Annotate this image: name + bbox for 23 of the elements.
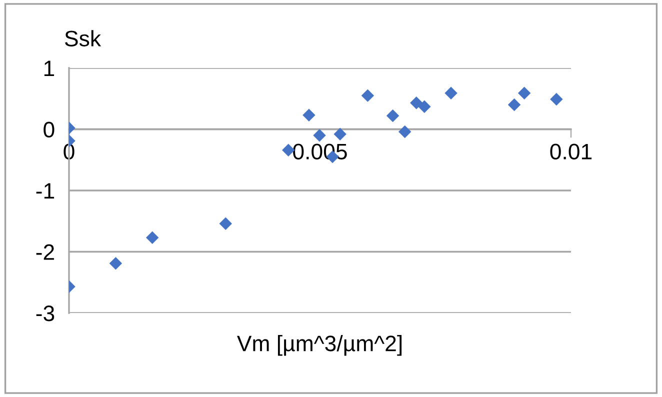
point [444,86,458,100]
y-tick-label: 1 [44,60,54,76]
point [361,89,374,102]
y-tick-label: 0 [44,122,54,138]
point [508,98,521,112]
point [313,129,326,142]
y-tick-label: -3 [36,306,54,322]
y-axis-title: Ssk [64,30,102,46]
point [410,96,423,110]
point [398,125,412,138]
point [146,231,159,244]
point [386,109,400,122]
y-tick-label: -2 [36,244,54,260]
x-axis-title: Vm [µm^3/µm^2] [236,335,402,356]
x-tick-label: 0.01 [550,144,592,160]
point [109,257,122,270]
point [418,100,431,113]
point [334,128,346,141]
point [219,217,232,230]
point [518,86,531,100]
point [302,108,316,122]
y-tick-label: -1 [36,183,54,199]
point [550,92,563,106]
